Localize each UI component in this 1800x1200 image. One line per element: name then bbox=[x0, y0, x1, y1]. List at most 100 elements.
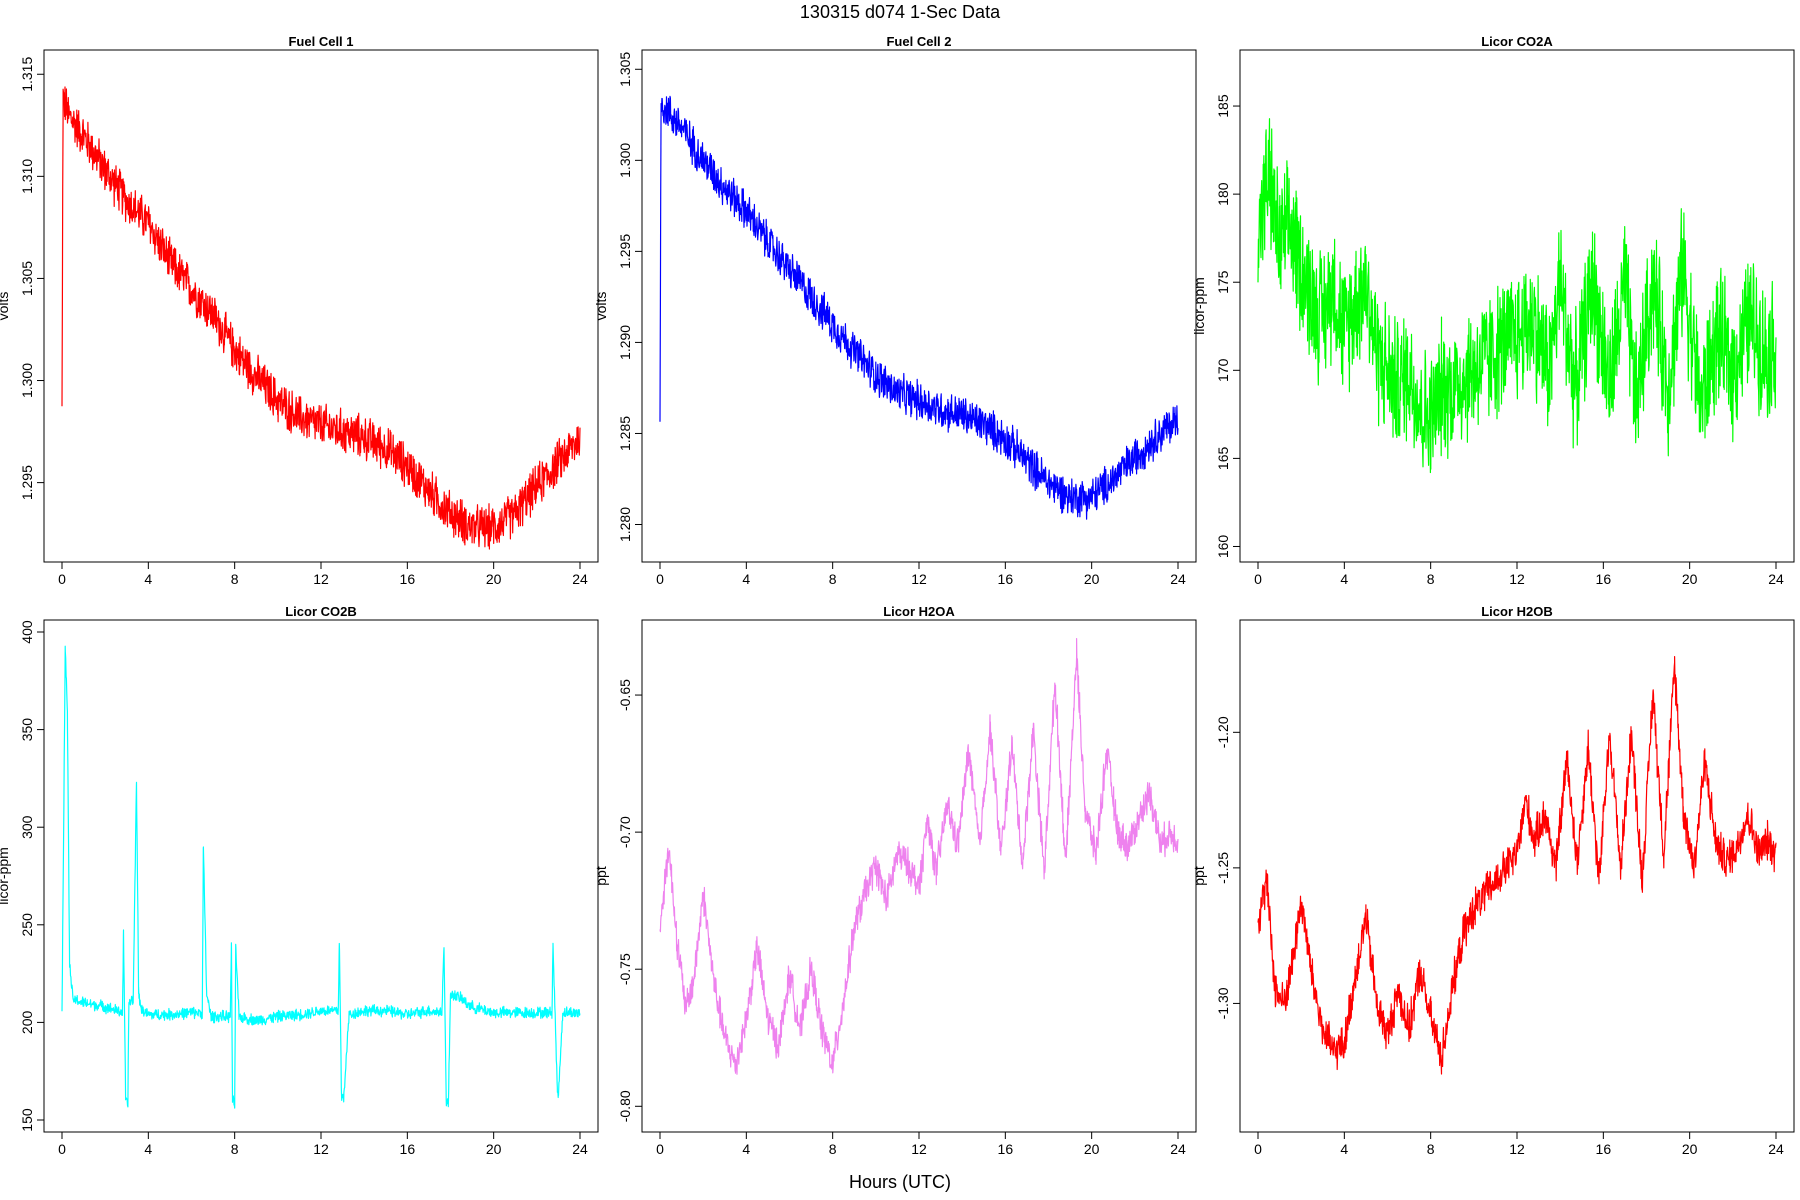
series-line bbox=[61, 86, 581, 550]
x-tick-label: 16 bbox=[400, 571, 416, 587]
x-tick-label: 20 bbox=[486, 1141, 502, 1157]
y-tick-label: -1.30 bbox=[1215, 987, 1231, 1019]
x-tick-label: 12 bbox=[1509, 571, 1525, 587]
y-tick-label: 350 bbox=[19, 718, 35, 742]
series-line bbox=[1257, 118, 1777, 474]
panel-title: Licor CO2B bbox=[285, 604, 357, 619]
panel-title: Fuel Cell 1 bbox=[288, 34, 353, 49]
y-axis-label: volts bbox=[593, 292, 609, 321]
x-tick-label: 16 bbox=[1596, 1141, 1612, 1157]
y-tick-label: 200 bbox=[19, 1011, 35, 1035]
chart-panel-3: Licor CO2A licor-ppm 0 4 8 12 16 20 24 160 165 170 1… bbox=[1191, 34, 1795, 587]
y-tick-label: 1.305 bbox=[617, 52, 633, 87]
panels: Fuel Cell 1 volts 0 4 8 12 16 20 24 1.295 1.300 1.3… bbox=[0, 34, 1795, 1157]
series-line bbox=[659, 95, 1179, 520]
chart-panel-6: Licor H2OB ppt 0 4 8 12 16 20 24 -1.30 -1.25 -1.20 bbox=[1191, 604, 1795, 1157]
y-tick-label: 300 bbox=[19, 815, 35, 839]
x-tick-label: 4 bbox=[144, 1141, 152, 1157]
x-tick-label: 16 bbox=[998, 571, 1014, 587]
panel-title: Licor H2OB bbox=[1481, 604, 1553, 619]
x-tick-label: 4 bbox=[1340, 1141, 1348, 1157]
x-tick-label: 20 bbox=[1084, 571, 1100, 587]
y-tick-label: 1.300 bbox=[617, 143, 633, 178]
x-tick-label: 0 bbox=[1254, 571, 1262, 587]
x-tick-label: 8 bbox=[829, 1141, 837, 1157]
x-tick-label: 24 bbox=[1768, 571, 1784, 587]
x-tick-label: 0 bbox=[58, 1141, 66, 1157]
x-tick-label: 20 bbox=[486, 571, 502, 587]
y-axis-label: licor-ppm bbox=[0, 847, 11, 905]
y-axis-label: ppt bbox=[593, 866, 609, 886]
x-tick-label: 12 bbox=[911, 1141, 927, 1157]
y-tick-label: 170 bbox=[1215, 358, 1231, 382]
y-tick-label: 1.295 bbox=[617, 234, 633, 269]
x-tick-label: 8 bbox=[231, 571, 239, 587]
x-tick-label: 12 bbox=[313, 571, 329, 587]
x-tick-label: 12 bbox=[911, 571, 927, 587]
series-line bbox=[61, 645, 581, 1109]
y-tick-label: 1.315 bbox=[19, 57, 35, 92]
figure-x-axis-label: Hours (UTC) bbox=[849, 1172, 951, 1192]
y-tick-label: -0.70 bbox=[617, 816, 633, 848]
chart-panel-2: Fuel Cell 2 volts 0 4 8 12 16 20 24 1.280 1.285 1.2… bbox=[593, 34, 1197, 587]
y-tick-label: -1.20 bbox=[1215, 716, 1231, 748]
panel-title: Licor CO2A bbox=[1481, 34, 1553, 49]
y-tick-label: 250 bbox=[19, 913, 35, 937]
x-tick-label: 4 bbox=[1340, 571, 1348, 587]
y-tick-label: 160 bbox=[1215, 535, 1231, 559]
series-line bbox=[659, 637, 1179, 1075]
x-tick-label: 8 bbox=[829, 571, 837, 587]
y-tick-label: 400 bbox=[19, 620, 35, 644]
x-tick-label: 8 bbox=[1427, 571, 1435, 587]
x-tick-label: 24 bbox=[572, 571, 588, 587]
y-axis-label: volts bbox=[0, 292, 11, 321]
x-tick-label: 24 bbox=[1768, 1141, 1784, 1157]
x-tick-label: 16 bbox=[998, 1141, 1014, 1157]
figure-title: 130315 d074 1-Sec Data bbox=[800, 2, 1001, 22]
x-tick-label: 16 bbox=[1596, 571, 1612, 587]
y-tick-label: 1.285 bbox=[617, 416, 633, 451]
x-tick-label: 8 bbox=[231, 1141, 239, 1157]
y-tick-label: 165 bbox=[1215, 446, 1231, 470]
x-tick-label: 8 bbox=[1427, 1141, 1435, 1157]
x-tick-label: 0 bbox=[656, 1141, 664, 1157]
series-line bbox=[1257, 655, 1777, 1075]
plot-frame bbox=[1239, 619, 1795, 1133]
y-tick-label: 180 bbox=[1215, 182, 1231, 206]
plot-frame bbox=[43, 49, 599, 563]
y-tick-label: -0.80 bbox=[617, 1090, 633, 1122]
y-tick-label: 1.310 bbox=[19, 159, 35, 194]
x-tick-label: 4 bbox=[742, 571, 750, 587]
plot-frame bbox=[641, 619, 1197, 1133]
x-tick-label: 20 bbox=[1682, 1141, 1698, 1157]
y-tick-label: -1.25 bbox=[1215, 852, 1231, 884]
x-tick-label: 24 bbox=[1170, 571, 1186, 587]
y-tick-label: -0.65 bbox=[617, 679, 633, 711]
chart-panel-1: Fuel Cell 1 volts 0 4 8 12 16 20 24 1.295 1.300 1.3… bbox=[0, 34, 599, 587]
x-tick-label: 0 bbox=[58, 571, 66, 587]
y-tick-label: 150 bbox=[19, 1108, 35, 1132]
x-tick-label: 0 bbox=[1254, 1141, 1262, 1157]
y-tick-label: 1.295 bbox=[19, 465, 35, 500]
y-tick-label: 1.305 bbox=[19, 261, 35, 296]
chart-panel-4: Licor CO2B licor-ppm 0 4 8 12 16 20 24 150 200 250 3… bbox=[0, 604, 599, 1157]
y-tick-label: 1.300 bbox=[19, 363, 35, 398]
y-tick-label: 1.280 bbox=[617, 507, 633, 542]
y-axis-label: licor-ppm bbox=[1191, 277, 1207, 335]
x-tick-label: 24 bbox=[1170, 1141, 1186, 1157]
panel-title: Fuel Cell 2 bbox=[886, 34, 951, 49]
y-tick-label: -0.75 bbox=[617, 953, 633, 985]
x-tick-label: 16 bbox=[400, 1141, 416, 1157]
x-tick-label: 0 bbox=[656, 571, 664, 587]
y-tick-label: 1.290 bbox=[617, 325, 633, 360]
plot-frame bbox=[43, 619, 599, 1133]
y-axis-label: ppt bbox=[1191, 866, 1207, 886]
x-tick-label: 12 bbox=[313, 1141, 329, 1157]
x-tick-label: 12 bbox=[1509, 1141, 1525, 1157]
y-tick-label: 185 bbox=[1215, 94, 1231, 118]
x-tick-label: 24 bbox=[572, 1141, 588, 1157]
chart-panel-5: Licor H2OA ppt 0 4 8 12 16 20 24 -0.80 -0.75 -0.70 -… bbox=[593, 604, 1197, 1157]
x-tick-label: 20 bbox=[1682, 571, 1698, 587]
x-tick-label: 20 bbox=[1084, 1141, 1100, 1157]
